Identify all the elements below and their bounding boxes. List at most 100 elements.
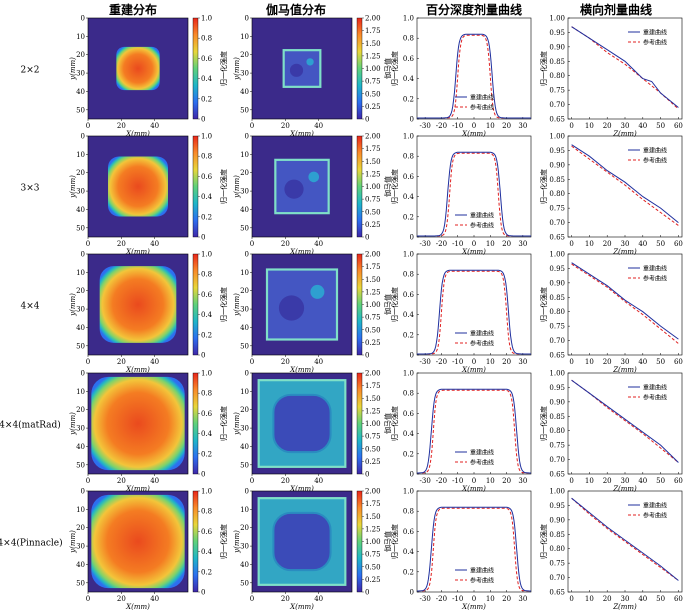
colorbar-tick-label: 0.4 xyxy=(201,193,213,201)
colorbar-label: 归一化强度 xyxy=(219,51,228,86)
x-axis-label: X(mm) xyxy=(125,248,150,256)
y-tick-label: 10 xyxy=(240,269,249,277)
legend-ref-label: 参考曲线 xyxy=(470,104,494,112)
x-tick-label: 40 xyxy=(150,122,159,130)
x-tick-label: 10 xyxy=(585,358,594,366)
x-tick-label: 0 xyxy=(250,595,254,603)
x-axis-label: X(mm) xyxy=(289,248,314,256)
y-tick-label: 1.0 xyxy=(403,251,414,259)
y-tick-label: 0.70 xyxy=(549,456,565,464)
colorbar-tick-label: 1.75 xyxy=(365,382,381,390)
colorbar-tick-label: 1.0 xyxy=(201,370,212,378)
y-tick-label: 20 xyxy=(240,287,249,295)
x-tick-label: 40 xyxy=(150,477,159,485)
column-header-3: 百分深度剂量曲线 xyxy=(426,2,522,17)
y-tick-label: 0.6 xyxy=(403,291,415,299)
x-tick-label: 0 xyxy=(472,122,476,130)
gamma-core xyxy=(272,393,332,454)
colorbar-tick-label: 0.25 xyxy=(365,339,381,347)
colorbar-tick-label: 0.50 xyxy=(365,326,381,334)
y-tick-label: 30 xyxy=(76,543,85,551)
x-axis-label: X(mm) xyxy=(125,130,150,138)
y-tick-label: 0 xyxy=(245,488,249,496)
y-tick-label: 10 xyxy=(76,506,85,514)
x-tick-label: -30 xyxy=(420,358,431,366)
legend-recon-label: 重建曲线 xyxy=(470,212,494,220)
y-axis-label: y(mm) xyxy=(69,412,77,436)
y-tick-label: 1.00 xyxy=(549,488,565,496)
y-tick-label: 10 xyxy=(76,151,85,159)
colorbar xyxy=(192,17,199,120)
colorbar-tick-label: 1.50 xyxy=(365,276,381,284)
legend-recon-label: 重建曲线 xyxy=(470,94,494,102)
y-axis-label: 归一化强度 xyxy=(390,406,399,441)
colorbar-tick-label: 2.00 xyxy=(365,15,381,23)
x-tick-label: 0 xyxy=(250,240,254,248)
gamma-spot xyxy=(278,295,305,321)
x-axis-label: X(mm) xyxy=(461,130,486,138)
pdd-reconstruction-line xyxy=(417,506,531,592)
y-tick-label: 50 xyxy=(76,579,85,587)
y-tick-label: 0.75 xyxy=(549,442,565,450)
y-tick-label: 0.70 xyxy=(549,574,565,582)
y-tick-label: 0.90 xyxy=(549,43,565,51)
colorbar-tick-label: 0 xyxy=(365,116,369,124)
colorbar-tick-label: 1.25 xyxy=(365,52,381,60)
x-tick-label: 20 xyxy=(502,358,511,366)
gamma-core xyxy=(272,511,332,572)
pdd-reconstruction-line xyxy=(417,151,531,237)
colorbar-tick-label: 0 xyxy=(201,589,205,597)
x-tick-label: 20 xyxy=(603,358,612,366)
gamma-spot xyxy=(284,179,304,199)
y-axis-label: 归一化强度 xyxy=(539,406,548,441)
y-tick-label: 0.85 xyxy=(549,58,565,66)
dose-field xyxy=(91,494,185,589)
x-tick-label: -30 xyxy=(420,477,431,485)
x-tick-label: 30 xyxy=(621,477,630,485)
y-tick-label: 0.8 xyxy=(403,153,414,161)
lateral-reconstruction-line xyxy=(571,497,679,581)
y-axis-label: y(mm) xyxy=(233,57,241,81)
pdd-reconstruction-line xyxy=(417,269,531,355)
y-axis-label: 归一化强度 xyxy=(390,169,399,204)
colorbar-tick-label: 0.75 xyxy=(365,196,381,204)
colorbar-tick-label: 1.50 xyxy=(365,395,381,403)
y-tick-label: 0 xyxy=(410,116,414,124)
x-axis-label: Z(mm) xyxy=(612,130,637,138)
gamma-spot xyxy=(310,284,325,299)
legend-recon-label: 重建曲线 xyxy=(643,29,667,37)
y-tick-label: 1.00 xyxy=(549,15,565,23)
x-tick-label: 0 xyxy=(86,358,90,366)
lateral-reconstruction-line xyxy=(571,262,679,340)
pdd-reference-line xyxy=(417,389,531,474)
colorbar-tick-label: 1.25 xyxy=(365,288,381,296)
y-tick-label: 0 xyxy=(410,589,414,597)
row-1: 2×2 0 20 40 0 10 20 30 40 50 X(mm) y(mm) 0 0.2 0.4 0.6 0… xyxy=(21,15,683,139)
pdd-reconstruction-line xyxy=(417,33,531,119)
x-tick-label: -20 xyxy=(436,477,447,485)
x-tick-label: 40 xyxy=(314,122,323,130)
colorbar-tick-label: 0.6 xyxy=(201,173,213,181)
x-tick-label: 40 xyxy=(638,595,647,603)
x-tick-label: 20 xyxy=(117,358,126,366)
x-axis-label: X(mm) xyxy=(461,485,486,493)
y-tick-label: 0.80 xyxy=(549,72,565,80)
colorbar-label: 伽马值 xyxy=(383,176,392,197)
colorbar-label: 归一化强度 xyxy=(219,524,228,559)
row-label: 4×4(Pinnacle) xyxy=(0,538,63,549)
x-tick-label: -30 xyxy=(420,595,431,603)
x-tick-label: 0 xyxy=(250,122,254,130)
y-tick-label: 0 xyxy=(81,15,85,23)
y-tick-label: 0.6 xyxy=(403,410,415,418)
y-axis-label: y(mm) xyxy=(69,175,77,199)
y-tick-label: 30 xyxy=(76,188,85,196)
x-axis-label: Z(mm) xyxy=(612,603,637,610)
x-axis-label: X(mm) xyxy=(289,485,314,493)
colorbar-tick-label: 0 xyxy=(201,116,205,124)
colorbar-tick-label: 0.2 xyxy=(201,331,212,339)
x-tick-label: 0 xyxy=(86,477,90,485)
colorbar-tick-label: 0 xyxy=(365,352,369,360)
y-tick-label: 0.95 xyxy=(549,265,565,273)
y-tick-label: 1.0 xyxy=(403,133,414,141)
x-tick-label: 50 xyxy=(656,240,665,248)
